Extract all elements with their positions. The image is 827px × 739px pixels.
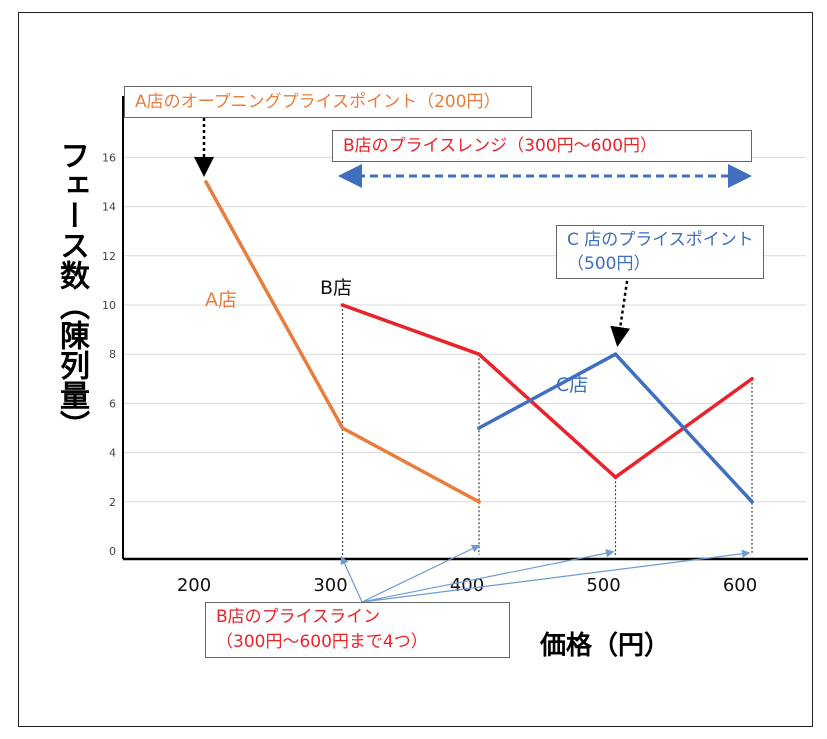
chart-frame [18, 12, 813, 727]
series-lines [204, 180, 754, 504]
x-tick-label: 300 [313, 575, 347, 596]
x-ticks: 200 300 400 500 600 [177, 575, 757, 596]
data-point [750, 377, 754, 381]
b-price-line-text-2: （300円～600円まで4つ） [216, 632, 428, 652]
data-point [613, 475, 618, 480]
data-point [750, 500, 754, 504]
y-tick-label: 4 [109, 447, 116, 460]
y-tick-label: 12 [102, 250, 116, 263]
data-point [477, 500, 481, 504]
series-label-c: C店 [556, 374, 589, 396]
c-price-point-text-1: C 店のプライスポイント [567, 230, 754, 250]
y-tick-label: 14 [102, 201, 116, 214]
data-point [477, 426, 481, 430]
series-label-a: A店 [205, 289, 237, 311]
y-ticks: 0 2 4 6 8 10 12 14 16 [102, 151, 116, 558]
series-line-c [477, 352, 754, 504]
y-tick-label: 16 [102, 151, 116, 164]
y-tick-label: 10 [102, 299, 116, 312]
y-axis-label: フェース数（陳列量） [54, 140, 89, 440]
data-point [340, 303, 345, 307]
data-point [477, 352, 481, 357]
b-line-arrow [361, 549, 615, 603]
data-point [204, 180, 208, 184]
x-tick-label: 400 [450, 575, 484, 596]
a-opening-price-annotation: A店のオープニングプライスポイント（200円） [124, 86, 532, 118]
axes [122, 96, 808, 561]
data-point [613, 352, 618, 357]
y-tick-label: 2 [109, 496, 116, 509]
b-price-line-text-1: B店のプライスライン [216, 607, 381, 627]
a-opening-price-text: A店のオープニングプライスポイント（200円） [135, 92, 501, 112]
c-point-arrow [610, 274, 631, 347]
x-tick-label: 200 [177, 575, 211, 596]
b-line-arrow [340, 555, 363, 603]
c-price-point-text-2: （500円） [567, 254, 651, 274]
x-axis-label: 価格（円） [540, 631, 671, 661]
x-tick-label: 500 [586, 575, 620, 596]
y-tick-label: 0 [109, 545, 116, 558]
y-tick-label: 8 [109, 348, 116, 361]
drop-lines [341, 305, 753, 555]
b-price-range-text: B店のプライスレンジ（300円～600円） [343, 136, 658, 156]
y-tick-label: 6 [109, 397, 116, 410]
b-price-range-annotation: B店のプライスレンジ（300円～600円） [332, 130, 752, 162]
series-label-b: B店 [320, 277, 353, 299]
data-point [340, 426, 345, 430]
b-line-arrow [361, 549, 751, 603]
c-price-point-annotation: C 店のプライスポイント （500円） [556, 225, 764, 279]
b-line-arrow [361, 544, 481, 603]
annotation-arrows [194, 118, 752, 603]
x-tick-label: 600 [723, 575, 757, 596]
b-price-line-annotation: B店のプライスライン （300円～600円まで4つ） [205, 602, 510, 658]
